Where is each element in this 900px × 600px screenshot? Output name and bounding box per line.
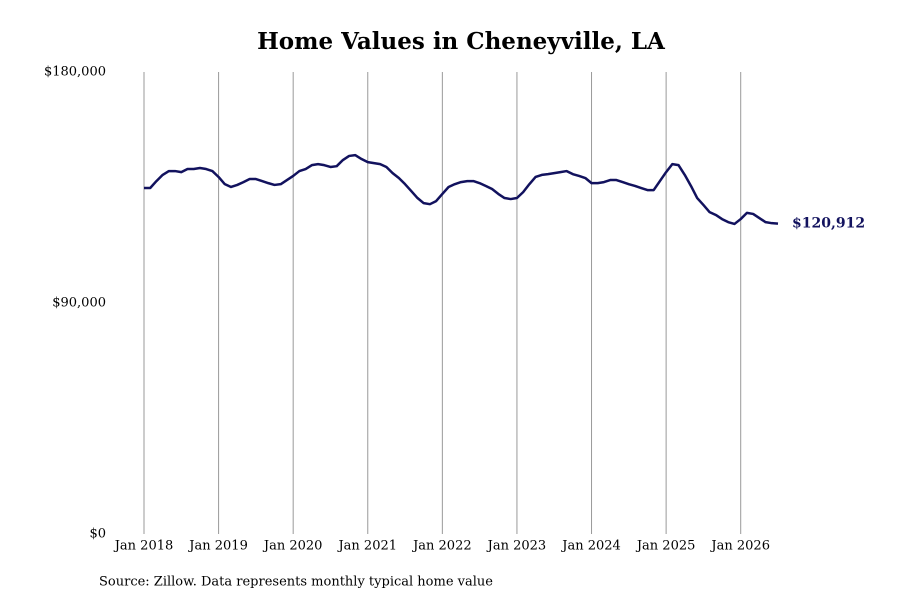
x-tick-label: Jan 2019 xyxy=(187,539,248,554)
y-tick-label: $0 xyxy=(89,527,106,542)
x-tick-label: Jan 2022 xyxy=(411,539,472,554)
line xyxy=(144,153,779,226)
x-tick-label: Jan 2025 xyxy=(635,539,696,554)
chart-title: Home Values in Cheneyville, LA xyxy=(257,28,666,55)
x-tick-label: Jan 2021 xyxy=(336,539,397,554)
x-tick-label: Jan 2018 xyxy=(113,539,174,554)
x-tick-label: Jan 2023 xyxy=(486,539,547,554)
x-tick-label: Jan 2026 xyxy=(709,539,770,554)
x-tick-label: Jan 2024 xyxy=(560,539,621,554)
source-note: Source: Zillow. Data represents monthly … xyxy=(99,575,493,590)
end-value-label: $120,912 xyxy=(792,216,865,232)
x-tick-label: Jan 2020 xyxy=(262,539,323,554)
y-tick-label: $90,000 xyxy=(52,296,106,311)
y-tick-label: $180,000 xyxy=(44,65,106,80)
